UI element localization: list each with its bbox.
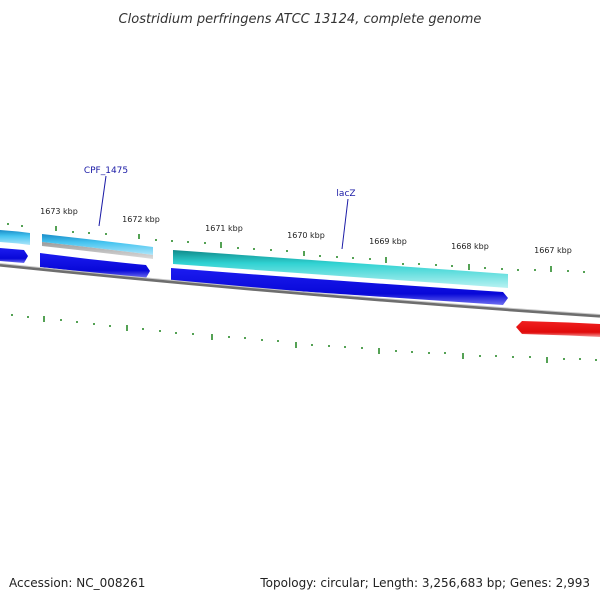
tick-label-1672: 1672 kbp — [122, 215, 160, 224]
gene-feature-cpf1475[interactable] — [42, 234, 153, 255]
genome-summary-text: Topology: circular; Length: 3,256,683 bp… — [260, 576, 590, 590]
gene-feature-cpf1475-shadow — [42, 242, 153, 259]
gene-feature-dark-2[interactable] — [40, 253, 150, 278]
tick-label-1668: 1668 kbp — [451, 242, 489, 251]
reverse-strand — [516, 321, 600, 337]
gene-feature-left-light[interactable] — [0, 230, 30, 245]
tick-label-1673: 1673 kbp — [40, 207, 78, 216]
gene-label-cpf1475[interactable]: CPF_1475 — [84, 166, 128, 176]
gene-feature-red[interactable] — [516, 321, 600, 337]
upper-scale-ticks — [7, 223, 585, 273]
forward-strand-inner — [0, 248, 508, 305]
accession-text: Accession: NC_008261 — [9, 576, 146, 590]
genome-backbone — [0, 263, 600, 318]
gene-feature-left-dark[interactable] — [0, 248, 28, 263]
cpf1475-leader-line — [98, 175, 107, 227]
gene-labels: CPF_1475 lacZ — [84, 166, 356, 250]
gene-feature-lacz[interactable] — [173, 250, 508, 288]
lower-scale-ticks — [11, 314, 597, 363]
map-title: Clostridium perfringens ATCC 13124, comp… — [119, 12, 482, 27]
tick-label-1667: 1667 kbp — [534, 246, 572, 255]
tick-label-1669: 1669 kbp — [369, 237, 407, 246]
gene-feature-dark-3[interactable] — [171, 268, 508, 305]
lacz-leader-line — [341, 198, 349, 250]
tick-label-1671: 1671 kbp — [205, 224, 243, 233]
forward-strand-outer — [0, 230, 508, 288]
scale-labels: 1673 kbp 1672 kbp 1671 kbp 1670 kbp 1669… — [40, 207, 572, 255]
gene-label-lacz[interactable]: lacZ — [336, 189, 355, 199]
tick-label-1670: 1670 kbp — [287, 231, 325, 240]
genome-backbone-highlight — [0, 263, 600, 315]
